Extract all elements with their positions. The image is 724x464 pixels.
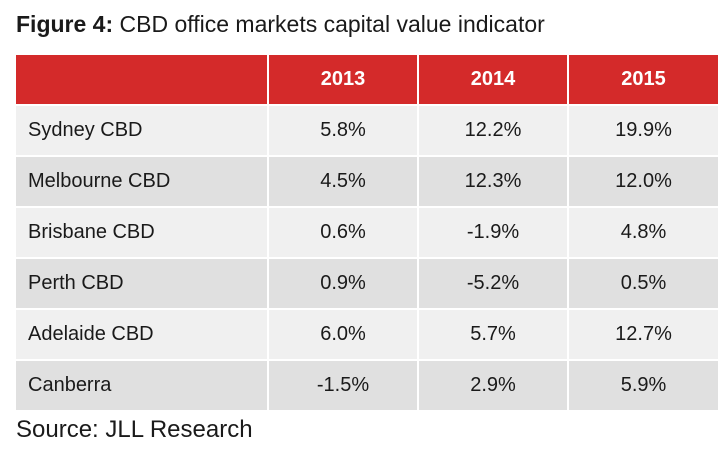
value-cell-2014: 2.9% [418, 359, 569, 410]
value-cell-2013: 0.6% [268, 206, 419, 258]
value-cell-2013: -1.5% [268, 359, 419, 410]
value-cell-2014: 12.3% [418, 155, 569, 207]
header-cell-market [16, 55, 269, 105]
table-row: Adelaide CBD 6.0% 5.7% 12.7% [16, 308, 718, 360]
value-cell-2015: 19.9% [568, 104, 718, 156]
value-cell-2014: -5.2% [418, 257, 569, 309]
market-name-cell: Canberra [16, 359, 269, 410]
table-header-row: 2013 2014 2015 [16, 55, 718, 105]
market-name-cell: Perth CBD [16, 257, 269, 309]
header-cell-2013: 2013 [268, 55, 419, 105]
header-cell-2014: 2014 [418, 55, 569, 105]
value-cell-2013: 4.5% [268, 155, 419, 207]
figure-label: Figure 4: [16, 11, 114, 37]
source-note: Source: JLL Research [16, 416, 253, 443]
value-cell-2015: 0.5% [568, 257, 718, 309]
table-row: Sydney CBD 5.8% 12.2% 19.9% [16, 104, 718, 156]
market-name-cell: Brisbane CBD [16, 206, 269, 258]
market-name-cell: Sydney CBD [16, 104, 269, 156]
table-row: Perth CBD 0.9% -5.2% 0.5% [16, 257, 718, 309]
value-cell-2014: -1.9% [418, 206, 569, 258]
table-row: Melbourne CBD 4.5% 12.3% 12.0% [16, 155, 718, 207]
value-cell-2014: 5.7% [418, 308, 569, 360]
value-cell-2013: 5.8% [268, 104, 419, 156]
value-cell-2013: 0.9% [268, 257, 419, 309]
value-cell-2015: 4.8% [568, 206, 718, 258]
value-cell-2015: 5.9% [568, 359, 718, 410]
table-row: Canberra -1.5% 2.9% 5.9% [16, 359, 718, 410]
value-cell-2014: 12.2% [418, 104, 569, 156]
figure-title: CBD office markets capital value indicat… [113, 11, 545, 37]
value-cell-2013: 6.0% [268, 308, 419, 360]
value-cell-2015: 12.0% [568, 155, 718, 207]
header-cell-2015: 2015 [568, 55, 718, 105]
market-name-cell: Adelaide CBD [16, 308, 269, 360]
capital-value-table-container: 2013 2014 2015 Sydney CBD 5.8% 12.2% 19.… [16, 55, 718, 410]
figure-caption: Figure 4: CBD office markets capital val… [16, 9, 545, 39]
table-row: Brisbane CBD 0.6% -1.9% 4.8% [16, 206, 718, 258]
value-cell-2015: 12.7% [568, 308, 718, 360]
capital-value-table: 2013 2014 2015 Sydney CBD 5.8% 12.2% 19.… [16, 55, 718, 410]
market-name-cell: Melbourne CBD [16, 155, 269, 207]
